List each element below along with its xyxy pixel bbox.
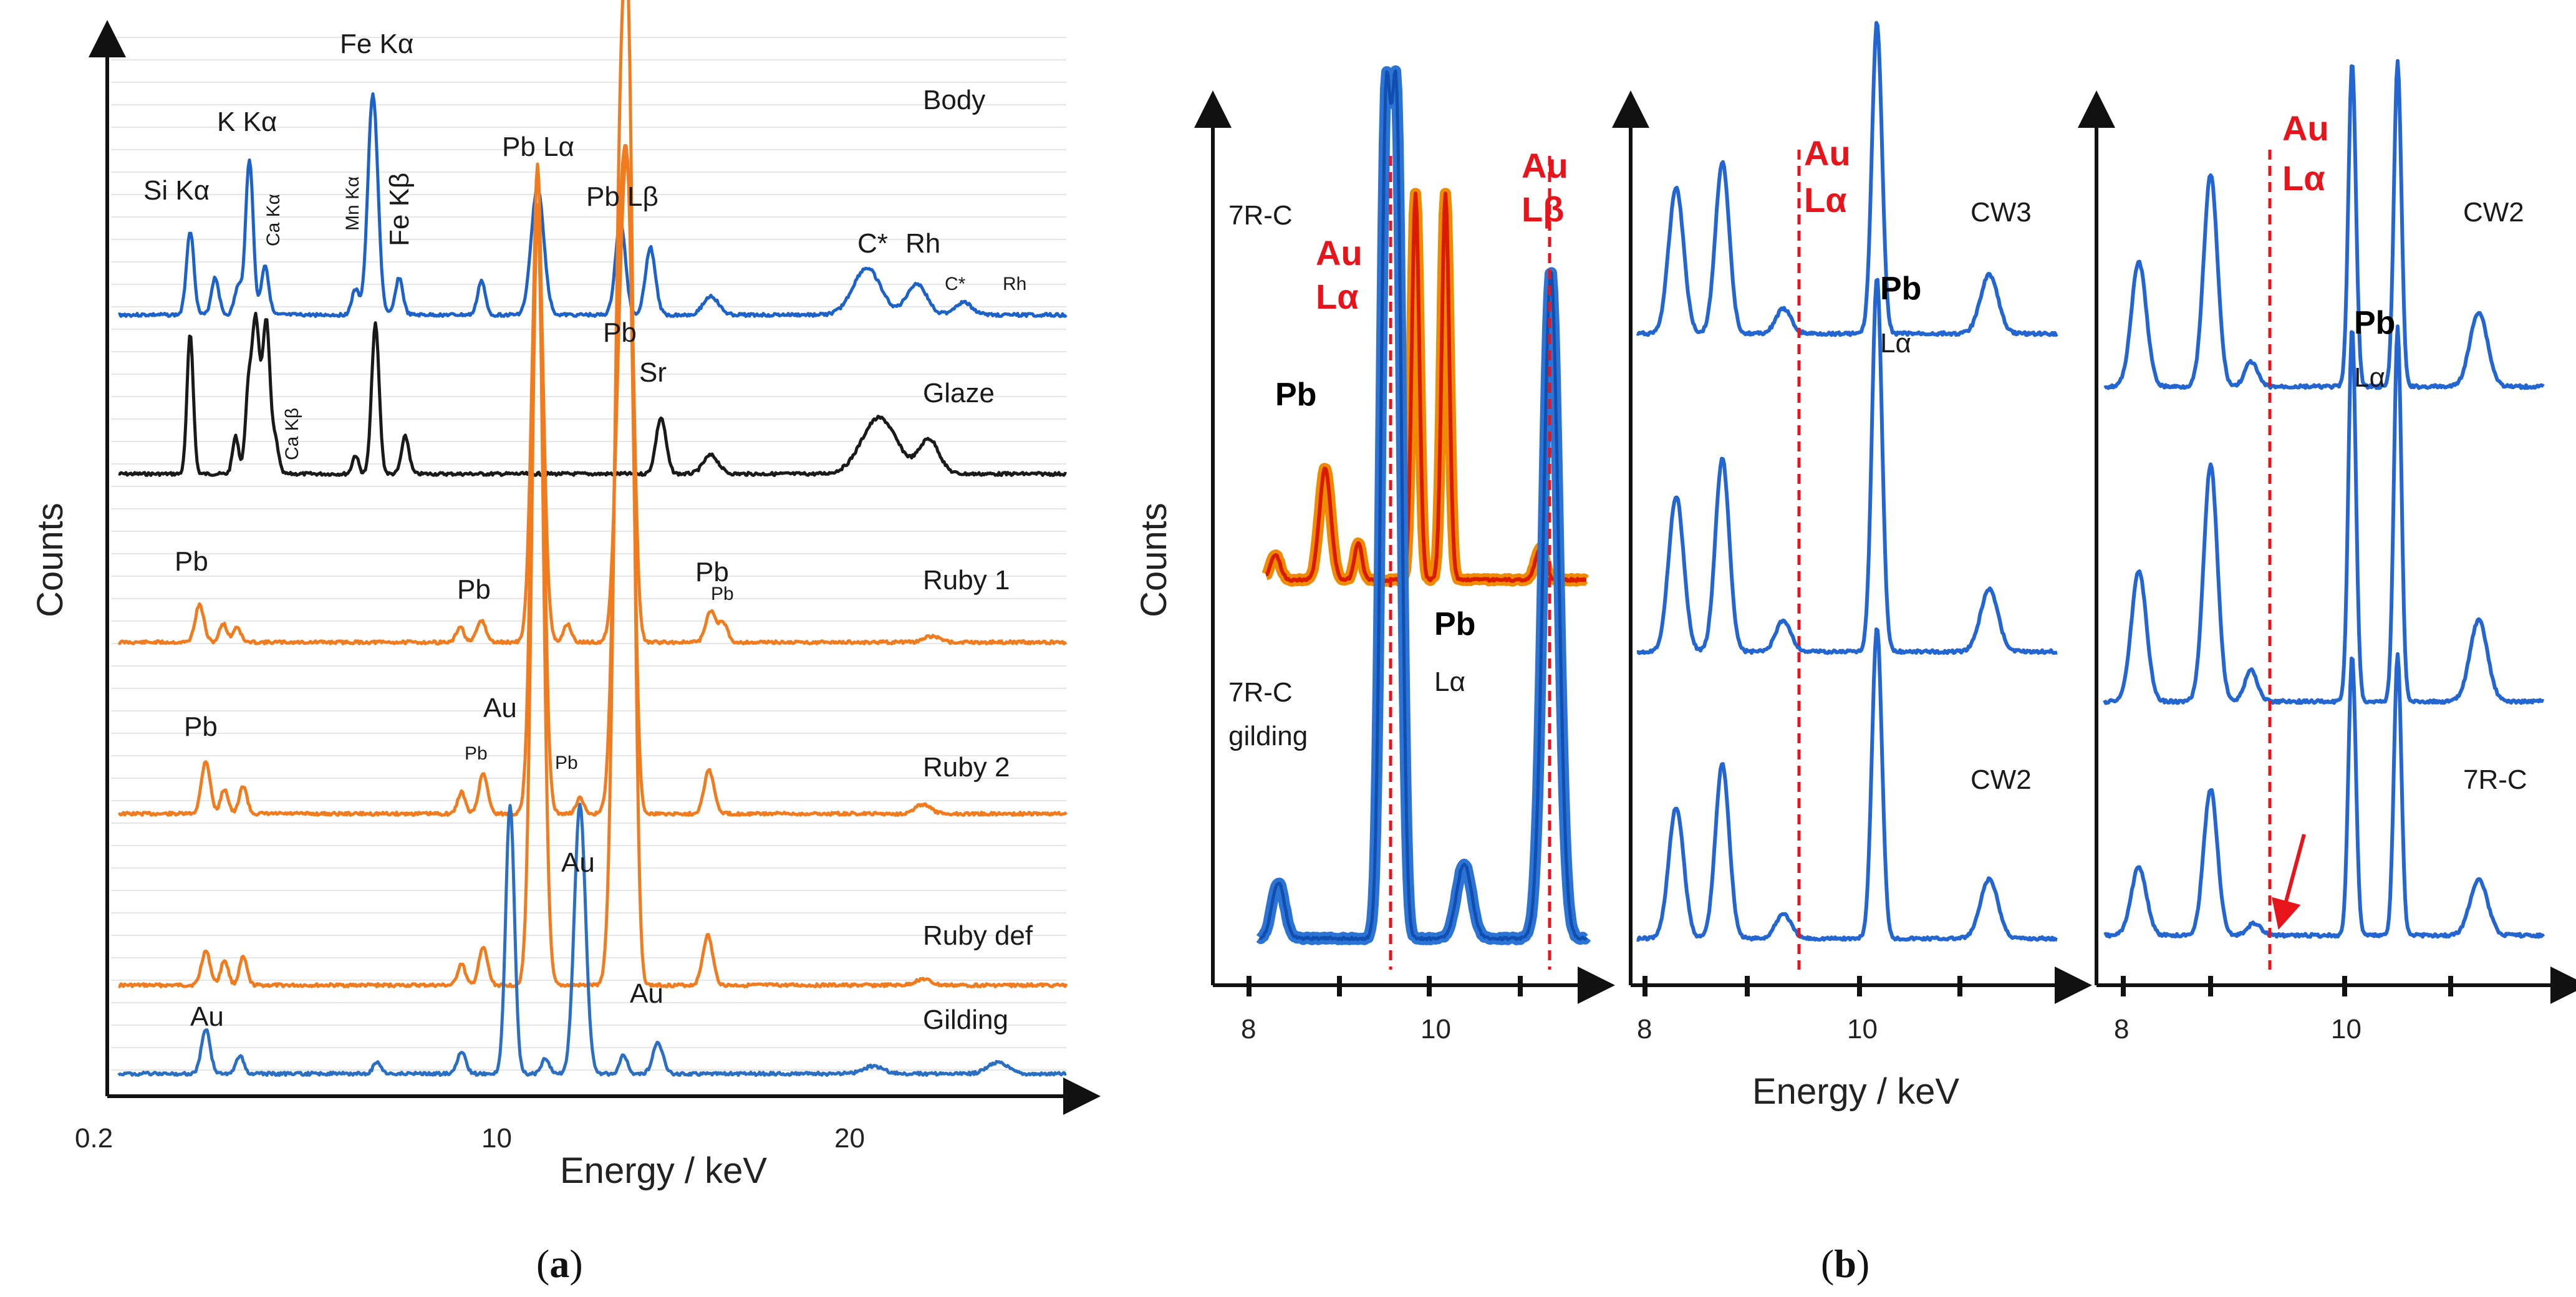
peak-label: Lα (1880, 328, 1911, 359)
spectrum-trace (1258, 69, 1588, 942)
panel-b-traces (1255, 21, 2545, 970)
peak-label: Rh (905, 228, 940, 259)
peak-label: Au (190, 1001, 224, 1032)
peak-label: Au (2282, 108, 2329, 148)
spectrum-trace (1636, 277, 2058, 655)
peak-label: Lα (2282, 158, 2325, 198)
peak-label: Au (630, 978, 663, 1009)
panel-a-y-axis-title: Counts (30, 503, 70, 617)
panel-a-tick-label: 10 (481, 1123, 512, 1154)
peak-label: Au (1522, 146, 1568, 185)
peak-label: Pb Lα (502, 132, 574, 162)
spectrum-trace (118, 0, 1068, 988)
peak-label: Pb (695, 557, 729, 587)
peak-label: Fe Kβ (384, 173, 415, 246)
panel-a-x-axis-title: Energy / keV (560, 1150, 767, 1191)
spectrum-trace (118, 144, 1068, 817)
spectrum-trace (2103, 59, 2545, 390)
subpanel-1-tick-label: 8 (1241, 1014, 1256, 1044)
peak-label: Au (483, 693, 517, 723)
subpanel-2-tick-label: 8 (1637, 1014, 1652, 1044)
peak-label: Au (1804, 133, 1851, 173)
subpanel-2-tick-label: 10 (1847, 1014, 1878, 1044)
spectrum-name: CW3 (1971, 197, 2032, 228)
spectrum-name: CW2 (1971, 764, 2032, 795)
peak-label: Lα (2354, 362, 2385, 393)
peak-label: Lα (1434, 667, 1465, 697)
spectrum-trace (118, 312, 1068, 477)
peak-label: C* (857, 228, 888, 259)
spectrum-trace (1265, 191, 1587, 583)
subpanel-1-tick-label: 10 (1421, 1014, 1451, 1044)
spectrum-name: 7R-C (1228, 677, 1293, 708)
spectrum-trace (118, 92, 1068, 318)
spectrum-name: 7R-C (2463, 764, 2527, 795)
peak-label: Lα (1316, 277, 1359, 316)
panel-a-tick-label: 0.2 (75, 1123, 113, 1154)
peak-label: Pb (457, 574, 491, 605)
spectrum-trace (117, 153, 1068, 645)
panel-a: 0.2 10 20 Energy / keV Counts Body Glaze… (30, 0, 1101, 1286)
peak-label: Pb (1880, 271, 1921, 307)
spectrum-trace (1636, 21, 2058, 337)
spectrum-trace (2103, 652, 2545, 939)
peak-label: Pb (184, 711, 218, 742)
caption-letter: b (1834, 1242, 1856, 1286)
peak-label: Pb (1275, 377, 1316, 413)
spectrum-name: Body (923, 85, 985, 115)
peak-label: Ca Kβ (282, 408, 302, 460)
subpanel-3-tick-label: 8 (2114, 1014, 2129, 1044)
peak-label: Pb (2354, 305, 2395, 341)
caption-paren: ) (1856, 1242, 1869, 1286)
spectrum-name: CW2 (2463, 197, 2524, 228)
caption-paren: ) (569, 1242, 582, 1286)
spectrum-name: Ruby 2 (923, 752, 1010, 783)
peak-label: Ca Kα (263, 194, 284, 246)
caption-paren: ( (1821, 1242, 1834, 1286)
peak-label: Lα (1804, 180, 1847, 219)
peak-label: Si Kα (143, 175, 210, 206)
spectrum-name: gilding (1228, 721, 1308, 751)
panel-a-traces (117, 0, 1068, 1077)
spectrum-name: Gilding (923, 1005, 1008, 1035)
peak-label: Pb (711, 584, 734, 604)
spectrum-trace (2103, 324, 2545, 705)
spectrum-name: Ruby 1 (923, 565, 1010, 595)
spectrum-trace (117, 803, 1067, 1077)
peak-label: Au (561, 847, 595, 878)
panel-b-ticks (1247, 976, 2453, 996)
panel-b-caption: (b) (1821, 1242, 1869, 1286)
peak-label: Pb Lβ (586, 181, 658, 212)
panel-a-gridlines (111, 37, 1066, 1071)
panel-b: 8 10 8 10 8 10 Energy / keV Counts 7R-C … (1134, 21, 2576, 1286)
spectrum-name: Ruby def (923, 920, 1033, 951)
peak-label: Pb (555, 753, 578, 773)
peak-label: K Kα (217, 107, 277, 137)
panel-b-x-axis-title: Energy / keV (1752, 1071, 1959, 1112)
peak-label: Pb (465, 743, 488, 764)
panel-a-caption: (a) (536, 1242, 583, 1286)
caption-letter: a (549, 1242, 569, 1286)
caption-paren: ( (536, 1242, 549, 1286)
peak-label: Fe Kα (340, 29, 413, 59)
peak-label: Pb (603, 317, 637, 348)
panel-b-y-axis-title: Counts (1134, 503, 1174, 617)
panel-a-tick-label: 20 (834, 1123, 865, 1154)
subpanel-3-tick-label: 10 (2331, 1014, 2361, 1044)
spectrum-name: 7R-C (1228, 200, 1293, 231)
peak-label: Mn Kα (342, 176, 363, 231)
spectrum-name: Glaze (923, 378, 995, 408)
peak-label: Rh (1003, 274, 1026, 294)
peak-label: C* (945, 274, 966, 294)
spectrum-trace (1636, 627, 2058, 942)
peak-label: Pb (175, 546, 208, 577)
peak-label: Sr (639, 357, 667, 388)
peak-label: Pb (1434, 606, 1475, 642)
peak-label: Lβ (1522, 190, 1564, 229)
annotation-arrow (2272, 834, 2306, 930)
peak-label: Au (1316, 233, 1363, 272)
